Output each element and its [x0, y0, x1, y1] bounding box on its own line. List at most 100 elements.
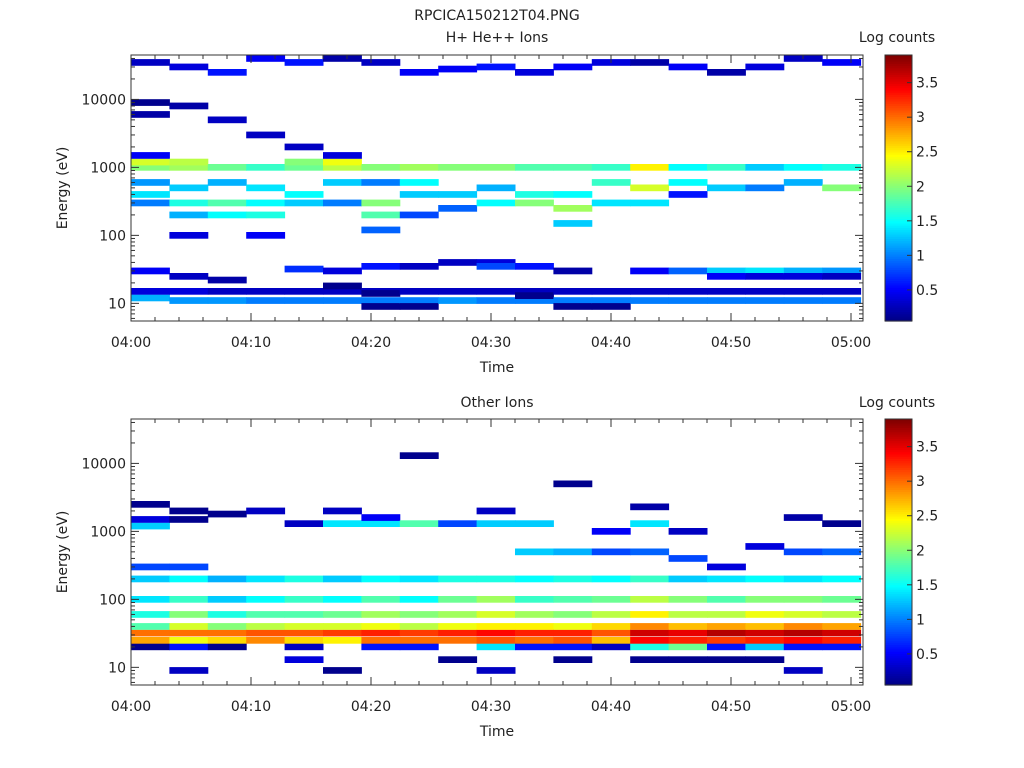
panel1-heatmap-cell [399, 211, 439, 219]
panel1-heatmap-cell [169, 288, 209, 295]
panel1-colorbar-segment [885, 236, 912, 240]
panel1-heatmap-cell [476, 184, 516, 192]
panel2-heatmap-cell [591, 629, 631, 637]
panel2-colorbar-segment [885, 454, 912, 458]
panel1-colorbar-segment [885, 196, 912, 200]
panel1-colorbar-segment [885, 207, 912, 211]
panel2-heatmap-cell [668, 637, 708, 644]
panel1-x-tick-label: 04:40 [591, 335, 631, 351]
panel1-heatmap-cell [207, 116, 247, 124]
panel1-heatmap-cell [822, 184, 862, 192]
panel2-colorbar-segment [885, 653, 912, 657]
panel2-heatmap-cell [822, 548, 862, 556]
panel2-colorbar-segment [885, 474, 912, 478]
panel1-heatmap-cell [553, 205, 593, 212]
panel1-heatmap-cell [630, 164, 670, 171]
panel2-x-tick-label: 04:20 [351, 699, 391, 715]
panel2-colorbar-segment [885, 538, 912, 542]
panel2-colorbar-segment [885, 618, 912, 622]
panel1-colorbar-segment [885, 119, 912, 123]
panel2-colorbar-segment [885, 529, 912, 533]
panel1-heatmap-cell [131, 158, 170, 166]
panel1-heatmap-cell [361, 59, 401, 66]
panel1-colorbar-segment [885, 110, 912, 114]
panel2-heatmap-cell [630, 520, 670, 527]
panel1-colorbar-segment [885, 74, 912, 78]
panel2-heatmap-cell [476, 667, 516, 674]
panel2-colorbar-frame [884, 418, 913, 686]
panel2-colorbar-segment [885, 501, 912, 504]
panel1-colorbar-segment [885, 83, 912, 87]
panel1-colorbar-segment [885, 150, 912, 154]
panel2-colorbar-segment [885, 552, 912, 555]
panel1-colorbar-segment [885, 256, 912, 260]
panel1-heatmap-cell [131, 59, 170, 66]
panel2-heatmap-cell [169, 516, 209, 523]
panel1-heatmap-cell [323, 199, 362, 207]
panel2-colorbar-segment [885, 596, 912, 600]
panel1-heatmap-cell [591, 199, 631, 207]
panel2-heatmap-cell [207, 643, 247, 651]
panel1-colorbar-segment [885, 274, 912, 278]
panel2-colorbar-segment [885, 647, 912, 651]
panel2-colorbar-segment [885, 605, 912, 609]
panel2-heatmap-cell [783, 548, 823, 556]
panel1-heatmap-cell [668, 63, 708, 71]
panel1-colorbar-segment [885, 305, 912, 309]
panel2-heatmap-cell [476, 507, 516, 515]
panel1-heatmap-cell [284, 158, 324, 166]
panel2-colorbar-segment [885, 467, 912, 471]
panel2-heatmap-cell [361, 623, 401, 630]
panel2-colorbar-segment [885, 469, 912, 473]
panel1-colorbar-segment [885, 141, 912, 145]
panel1-colorbar-segment [885, 307, 912, 311]
panel2-heatmap-cell [399, 520, 439, 527]
panel2-colorbar-segment [885, 665, 912, 668]
panel1-heatmap-cell [246, 164, 286, 171]
panel1-heatmap-cell [399, 263, 439, 270]
panel1-colorbar-segment [885, 159, 912, 162]
panel2-heatmap-cell [630, 643, 670, 651]
panel2-heatmap-cell [131, 596, 170, 603]
panel2-colorbar-segment [885, 620, 912, 624]
panel2-y-tick-label: 10000 [81, 456, 126, 472]
panel1-colorbar-segment [885, 214, 912, 218]
panel2-colorbar-segment [885, 682, 912, 686]
panel2-heatmap-cell [553, 596, 593, 603]
panel2-heatmap-cell [131, 643, 170, 651]
panel2-heatmap-cell [476, 596, 516, 603]
panel1-heatmap-cell [476, 199, 516, 207]
panel2-heatmap-cell [361, 520, 401, 527]
panel2-colorbar-segment [885, 487, 912, 491]
panel1-colorbar-frame [884, 54, 913, 322]
panel2-heatmap-cell [553, 643, 593, 651]
panel1-colorbar-tick-label: 2.5 [916, 145, 938, 161]
panel1-heatmap-cell [553, 220, 593, 227]
panel1-heatmap-cell [323, 158, 362, 166]
panel1-colorbar-segment [885, 132, 912, 136]
panel2-colorbar-segment [885, 527, 912, 531]
panel1-colorbar-segment [885, 170, 912, 174]
panel1-heatmap-cell [476, 164, 516, 171]
panel1-colorbar-segment [885, 183, 912, 187]
panel2-heatmap-cell [323, 575, 362, 583]
panel2-heatmap-cell [668, 575, 708, 583]
panel1-heatmap-cell [745, 184, 785, 192]
panel1-colorbar-segment [885, 105, 912, 109]
panel1-colorbar-segment [885, 143, 912, 147]
panel1-heatmap-cell [591, 179, 631, 186]
panel2-colorbar-segment [885, 445, 912, 449]
panel1-heatmap-cell [553, 191, 593, 198]
panel2-heatmap-cell [553, 611, 593, 618]
panel1-heatmap-cell [630, 199, 670, 207]
panel1-heatmap-cell [668, 164, 708, 171]
panel2-heatmap-cell [131, 637, 170, 644]
panel2-colorbar-segment [885, 631, 912, 635]
panel2-heatmap-cell [515, 629, 554, 637]
panel1-heatmap-cell [438, 288, 478, 295]
panel1-heatmap-cell [131, 199, 170, 207]
panel2-heatmap-cell [323, 667, 362, 674]
panel1-heatmap-cell [323, 282, 362, 290]
panel2-colorbar-segment [885, 452, 912, 456]
